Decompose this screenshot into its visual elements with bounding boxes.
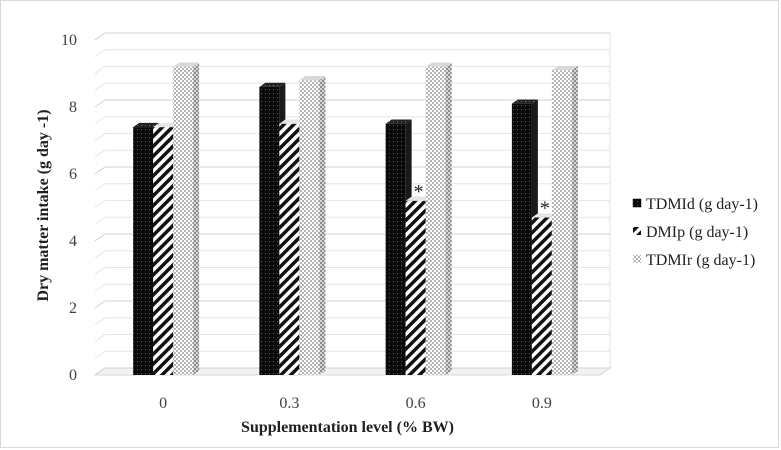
- x-tick-label: 0.3: [279, 395, 299, 412]
- bar-top-face: [259, 82, 286, 87]
- bar-top-face: [153, 122, 180, 128]
- bar-top-face: [279, 119, 306, 124]
- bar-top-face: [511, 99, 538, 104]
- bar-dmip: [531, 217, 552, 375]
- bar-side-face: [319, 76, 326, 375]
- bar-tdmid: [259, 86, 280, 376]
- bar-tdmir: [425, 66, 446, 376]
- legend-swatch-tdmid: [632, 198, 642, 208]
- minor-gridline: [94, 49, 610, 58]
- bar-tdmid: [133, 127, 154, 375]
- y-tick-label: 4: [69, 233, 77, 250]
- major-gridline: [94, 32, 610, 41]
- x-axis-title: Supplementation level (% BW): [241, 419, 454, 436]
- bar-dmip: [153, 127, 174, 375]
- y-tick-label: 10: [61, 32, 77, 49]
- bar-top-face: [425, 62, 452, 67]
- legend-label: DMIp (g day-1): [646, 224, 748, 241]
- bar-top-face: [173, 62, 200, 67]
- bar-top-face: [531, 213, 558, 218]
- text-layer: 0 2 4 6 8 10 0 0.3 0.6 0.9 * * Supplementation level…: [35, 32, 758, 436]
- bar-side-face: [445, 62, 452, 375]
- plot-area: [93, 32, 642, 376]
- x-tick-label: 0.6: [406, 395, 426, 412]
- bar-tdmir: [173, 66, 194, 376]
- x-tick-label: 0.9: [532, 395, 552, 412]
- bar-dmip: [279, 123, 300, 375]
- y-tick-label: 8: [69, 99, 77, 116]
- bar-dmip: [405, 200, 426, 375]
- significance-marker: *: [540, 198, 550, 220]
- bar-tdmir: [299, 80, 320, 375]
- y-tick-label: 0: [69, 367, 77, 384]
- bar-top-face: [405, 196, 432, 201]
- bar-side-face: [193, 62, 200, 375]
- y-tick-label: 6: [69, 166, 77, 183]
- bar-top-face: [133, 122, 160, 128]
- y-axis-title: Dry matter intake (g day -1): [35, 109, 52, 301]
- minor-gridline: [94, 82, 610, 91]
- legend-swatch-tdmir: [633, 255, 641, 263]
- bar-tdmid: [511, 103, 532, 376]
- bar-tdmid: [385, 123, 406, 375]
- bar-tdmir: [551, 70, 572, 376]
- legend-swatch-dmip: [633, 227, 641, 235]
- minor-gridline: [94, 66, 610, 74]
- legend-label: TDMIr (g day-1): [646, 252, 755, 269]
- y-tick-label: 2: [69, 300, 77, 317]
- bar-top-face: [385, 119, 412, 124]
- significance-marker: *: [414, 181, 424, 203]
- bar-side-face: [571, 65, 578, 375]
- legend-label: TDMId (g day-1): [646, 196, 758, 213]
- bar-top-face: [299, 76, 326, 81]
- x-tick-label: 0: [159, 395, 167, 412]
- bar-top-face: [551, 65, 578, 71]
